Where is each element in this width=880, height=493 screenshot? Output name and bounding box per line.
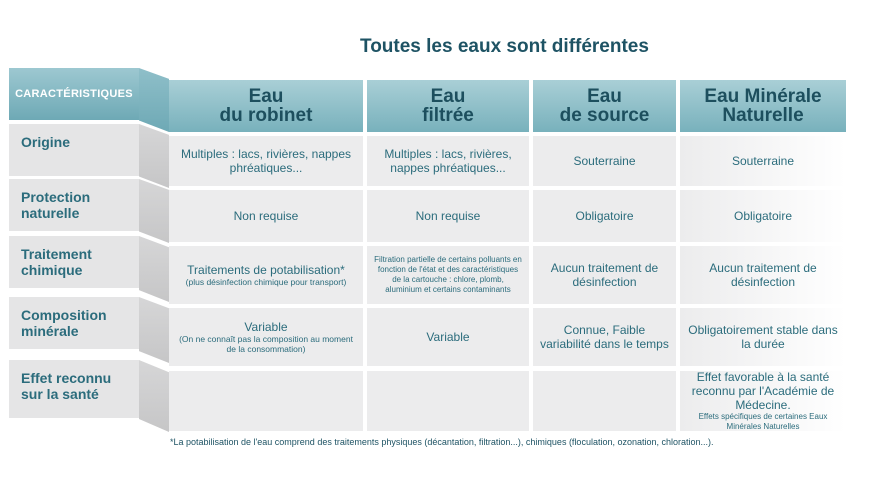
cell-treatment-filtered: Filtration partielle de certains polluan… — [367, 246, 529, 304]
cell-treatment-spring: Aucun traitement de désinfection — [533, 246, 676, 304]
cell-health-spring — [533, 371, 676, 431]
cell-health-mineral: Effet favorable à la santé reconnu par l… — [680, 370, 846, 431]
row-tail — [139, 124, 169, 188]
cell-health-tap — [169, 371, 363, 431]
column-header-tap-water: Eau du robinet — [169, 80, 363, 132]
cell-health-filtered — [367, 371, 529, 431]
characteristics-header-tail — [139, 68, 169, 132]
cell-origin-spring: Souterraine — [533, 136, 676, 186]
cell-composition-tap: Variable (On ne connaît pas la compositi… — [169, 308, 363, 366]
cell-composition-filtered: Variable — [367, 308, 529, 366]
column-header-spring-water: Eau de source — [533, 80, 676, 132]
column-header-mineral-water: Eau Minérale Naturelle — [680, 80, 846, 132]
cell-origin-tap: Multiples : lacs, rivières, nappes phréa… — [169, 136, 363, 186]
footnote: *La potabilisation de l'eau comprend des… — [170, 437, 714, 447]
cell-protection-tap: Non requise — [169, 190, 363, 242]
cell-treatment-tap: Traitements de potabilisation* (plus dés… — [169, 246, 363, 304]
page-title: Toutes les eaux sont différentes — [360, 36, 649, 57]
cell-composition-spring: Connue, Faible variabilité dans le temps — [533, 308, 676, 366]
cell-origin-filtered: Multiples : lacs, rivières, nappes phréa… — [367, 136, 529, 186]
row-tail — [139, 297, 169, 363]
cell-protection-mineral: Obligatoire — [680, 190, 846, 242]
column-header-filtered-water: Eau filtrée — [367, 80, 529, 132]
characteristics-header: CARACTÉRISTIQUES — [9, 68, 139, 120]
row-tail — [139, 360, 169, 432]
row-label-protection: Protection naturelle — [9, 179, 139, 231]
cell-composition-mineral: Obligatoirement stable dans la durée — [680, 308, 846, 366]
cell-treatment-mineral: Aucun traitement de désinfection — [680, 246, 846, 304]
row-label-composition: Composition minérale — [9, 297, 139, 349]
row-tail — [139, 179, 169, 243]
cell-origin-mineral: Souterraine — [680, 136, 846, 186]
row-tail — [139, 236, 169, 302]
cell-protection-spring: Obligatoire — [533, 190, 676, 242]
row-label-treatment: Traitement chimique — [9, 236, 139, 288]
row-label-health-effect: Effet reconnu sur la santé — [9, 360, 139, 418]
cell-protection-filtered: Non requise — [367, 190, 529, 242]
row-label-origin: Origine — [9, 124, 139, 176]
